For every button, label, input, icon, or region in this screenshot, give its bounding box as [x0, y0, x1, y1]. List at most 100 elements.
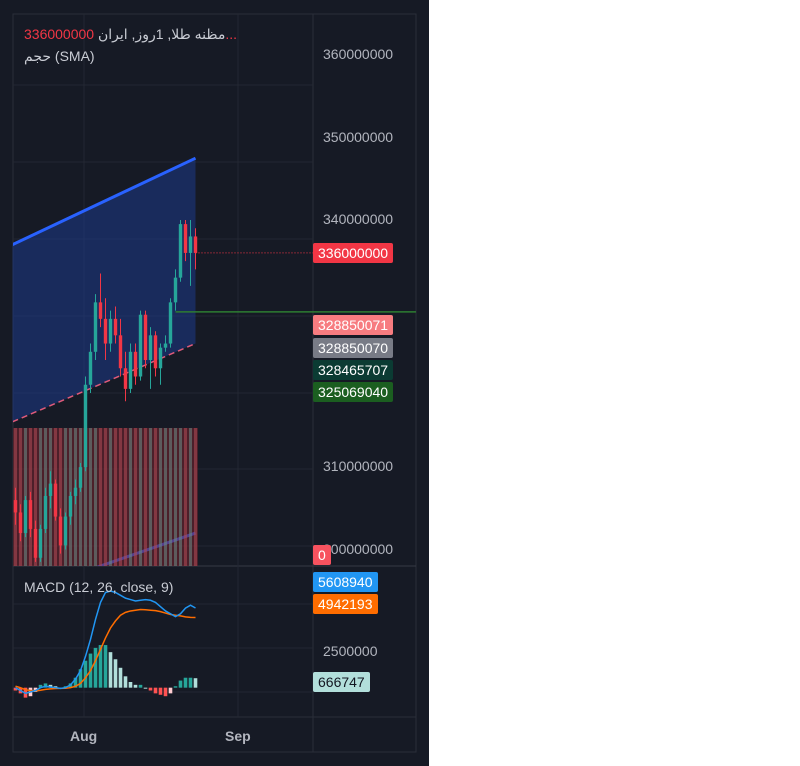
candle-body [193, 236, 198, 253]
candle-body [148, 335, 153, 361]
macd-value-tag: 5608940 [313, 572, 378, 592]
macd-axis-tick: 2500000 [323, 643, 378, 660]
candle-body [108, 318, 113, 344]
time-axis-label: Aug [70, 728, 98, 744]
level-tag: 325069040 [313, 382, 394, 402]
macd-histogram-bar [38, 684, 43, 688]
volume-bar [64, 428, 67, 566]
macd-histogram-bar [13, 687, 18, 691]
candle-body [118, 335, 123, 369]
candle-body [188, 236, 193, 253]
macd-histogram-bar [178, 680, 183, 688]
candle-body [28, 500, 33, 529]
candle-body [153, 335, 158, 369]
candle-body [158, 347, 163, 369]
macd-histogram-bar [128, 682, 133, 688]
last-price-readout: 336000000... [24, 26, 238, 42]
candle-body [48, 483, 53, 496]
macd-histogram-bar [138, 684, 143, 688]
volume-bar [149, 428, 152, 566]
candle-body [93, 302, 98, 352]
macd-histogram-bar [188, 677, 193, 688]
time-axis-label: Sep [225, 728, 251, 744]
macd-histogram-bar [98, 645, 103, 688]
candle-body [168, 302, 173, 344]
volume-bar [144, 428, 147, 566]
volume-bar [164, 428, 167, 566]
volume-indicator-label[interactable]: حجم (SMA) [24, 48, 95, 64]
price-axis-tick: 360000000 [323, 46, 394, 63]
price-axis-tick: 300000000 [323, 540, 394, 557]
volume-bar [184, 428, 187, 566]
chart-header: مظنه طلا, 1روز, ایران 336000000... [24, 26, 237, 43]
candle-body [128, 351, 133, 389]
volume-bar [39, 428, 42, 566]
histogram-value-tag: 666747 [313, 672, 370, 692]
last-price-tag: 336000000 [313, 242, 394, 263]
volume-tag: 0 [313, 545, 331, 565]
symbol-title[interactable]: مظنه طلا, 1روز, ایران [97, 26, 226, 42]
macd-indicator-label[interactable]: MACD (12, 26, close, 9) [24, 579, 174, 595]
chart-canvas[interactable] [0, 0, 429, 766]
candle-body [173, 277, 178, 303]
volume-bar [154, 428, 157, 566]
volume-bar [84, 428, 87, 566]
macd-histogram-bar [158, 687, 163, 695]
candle-body [18, 512, 23, 534]
macd-histogram-bar [108, 652, 113, 688]
volume-bar [114, 428, 117, 566]
macd-histogram-bar [78, 669, 83, 688]
candle-body [23, 500, 28, 534]
candle-body [73, 487, 78, 496]
macd-histogram-bar [143, 687, 148, 689]
candle-body [138, 314, 143, 377]
macd-histogram-bar [148, 687, 153, 691]
volume-bar [169, 428, 172, 566]
volume-bar [94, 428, 97, 566]
macd-line [15, 590, 196, 695]
signal-value-tag: 4942193 [313, 594, 378, 614]
candle-body [33, 528, 38, 558]
candle-body [53, 483, 58, 517]
volume-bar [139, 428, 142, 566]
candle-body [43, 495, 48, 529]
volume-bar [104, 428, 107, 566]
volume-bar [79, 428, 82, 566]
level-tag: 328850070 [313, 338, 394, 358]
volume-bar [134, 428, 137, 566]
macd-histogram-bar [113, 659, 118, 688]
macd-histogram-bar [93, 647, 98, 688]
macd-histogram-bar [193, 678, 198, 688]
price-axis-tick: 350000000 [323, 128, 394, 145]
volume-bar [174, 428, 177, 566]
volume-bar [159, 428, 162, 566]
macd-histogram-bar [123, 676, 128, 688]
level-tag: 328465707 [313, 360, 394, 380]
candle-body [143, 314, 148, 361]
candle-body [58, 516, 63, 546]
candle-body [68, 495, 73, 517]
volume-bar [194, 428, 197, 566]
candle-body [78, 467, 83, 488]
volume-bar [189, 428, 192, 566]
macd-histogram-bar [133, 684, 138, 688]
chart-panel[interactable]: مظنه طلا, 1روز, ایران 336000000... حجم (… [0, 0, 429, 766]
volume-bar [19, 428, 22, 566]
volume-bar [179, 428, 182, 566]
candle-body [178, 224, 183, 278]
candle-body [83, 384, 88, 468]
candle-body [123, 368, 128, 389]
macd-signal-line [15, 608, 196, 692]
macd-histogram-bar [83, 660, 88, 688]
macd-histogram-bar [103, 645, 108, 688]
macd-histogram-bar [173, 686, 178, 688]
volume-bar [34, 428, 37, 566]
volume-bar [89, 428, 92, 566]
macd-histogram-bar [118, 667, 123, 688]
candle-body [98, 302, 103, 319]
candle-body [113, 318, 118, 336]
candle-body [103, 318, 108, 344]
candle-body [163, 343, 168, 348]
candle-body [133, 351, 138, 377]
price-axis-tick: 340000000 [323, 210, 394, 227]
